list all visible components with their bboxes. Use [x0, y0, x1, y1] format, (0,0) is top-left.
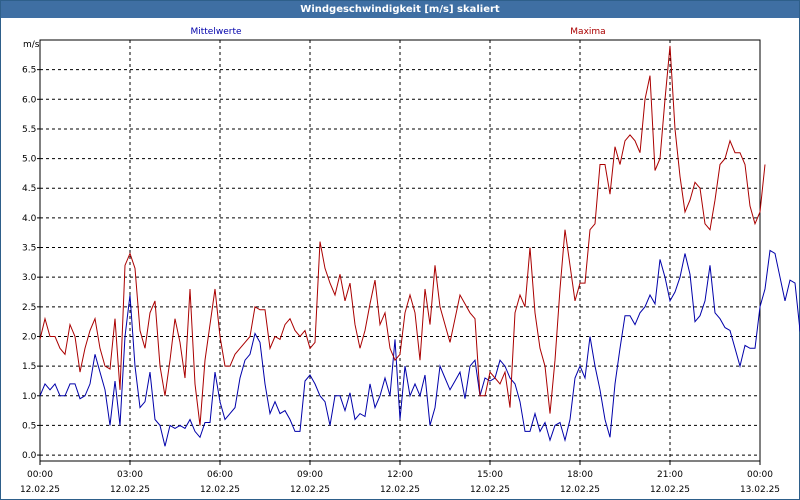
legend-mittelwerte: Mittelwerte: [190, 27, 241, 37]
x-tick-date-label: 12.02.25: [290, 485, 330, 495]
series-line-maxima: [39, 45, 766, 426]
y-tick-label: 1.5: [22, 362, 36, 372]
y-tick-label: 2.0: [22, 332, 37, 342]
x-axis-ticks: 00:00 12.02.25 03:00 12.02.25 06:00 12.02.25 0…: [20, 461, 780, 495]
x-tick-time-label: 21:00: [657, 470, 683, 480]
x-tick-date-label: 12.02.25: [560, 485, 600, 495]
grid: [40, 40, 760, 461]
y-tick-label: 5.0: [22, 155, 37, 165]
x-tick-date-label: 12.02.25: [380, 485, 420, 495]
y-tick-label: 0.5: [22, 421, 36, 431]
window-title: Windgeschwindigkeit [m/s] skaliert: [1, 1, 799, 18]
y-axis-label: m/s: [23, 40, 40, 50]
x-tick-date-label: 12.02.25: [110, 485, 150, 495]
x-tick-date-label: 12.02.25: [200, 485, 240, 495]
x-tick-time-label: 03:00: [117, 470, 143, 480]
y-tick-label: 6.0: [22, 95, 37, 105]
y-tick-label: 5.5: [22, 125, 36, 135]
legend-maxima: Maxima: [570, 27, 605, 37]
x-tick-date-label: 12.02.25: [470, 485, 510, 495]
y-tick-label: 0.0: [22, 451, 37, 461]
series-group: [39, 45, 800, 447]
y-tick-label: 4.0: [22, 214, 37, 224]
y-tick-label: 3.0: [22, 273, 37, 283]
series-line-mittelwerte: [39, 249, 800, 447]
y-tick-label: 4.5: [22, 184, 36, 194]
x-tick-time-label: 15:00: [477, 470, 503, 480]
x-tick-time-label: 06:00: [207, 470, 233, 480]
x-tick-time-label: 12:00: [387, 470, 413, 480]
y-tick-label: 6.5: [22, 66, 36, 76]
x-tick-time-label: 18:00: [567, 470, 593, 480]
y-tick-label: 3.5: [22, 244, 36, 254]
y-tick-label: 1.0: [22, 392, 37, 402]
y-axis-ticks: 0.0 0.5 1.0 1.5 2.0 2.5 3.0 3.5 4.0 4.5 5.0 5.5 6.0 6…: [22, 66, 40, 461]
x-tick-time-label: 00:00: [747, 470, 773, 480]
y-tick-label: 2.5: [22, 303, 36, 313]
x-tick-date-label: 12.02.25: [650, 485, 690, 495]
x-tick-time-label: 09:00: [297, 470, 323, 480]
x-tick-date-label: 13.02.25: [740, 485, 780, 495]
x-tick-time-label: 00:00: [27, 470, 53, 480]
x-tick-date-label: 12.02.25: [20, 485, 60, 495]
